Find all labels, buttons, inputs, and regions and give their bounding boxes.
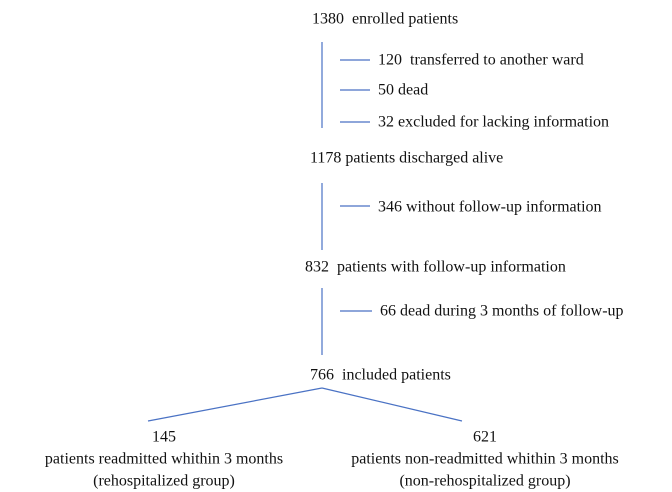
exclusion-label: 346 without follow-up information: [378, 199, 602, 216]
group-count: 621: [473, 429, 497, 446]
exclusion-label: 32 excluded for lacking information: [378, 114, 609, 131]
branch: [321, 387, 463, 422]
exclusion-label: 120 transferred to another ward: [378, 52, 584, 69]
group-name: (non-rehospitalized group): [399, 473, 570, 490]
group-name: (rehospitalized group): [93, 473, 235, 490]
group-label: patients non-readmitted whithin 3 months: [351, 451, 619, 468]
exclusion-label: 66 dead during 3 months of follow-up: [380, 303, 624, 320]
node-label: 832 patients with follow-up information: [305, 259, 566, 276]
node-label: 1380 enrolled patients: [312, 11, 458, 28]
exclusion-label: 50 dead: [378, 82, 428, 99]
node-label: 766 included patients: [310, 367, 451, 384]
group-count: 145: [152, 429, 176, 446]
branch: [147, 387, 323, 422]
node-label: 1178 patients discharged alive: [310, 150, 503, 167]
group-label: patients readmitted whithin 3 months: [45, 451, 283, 468]
